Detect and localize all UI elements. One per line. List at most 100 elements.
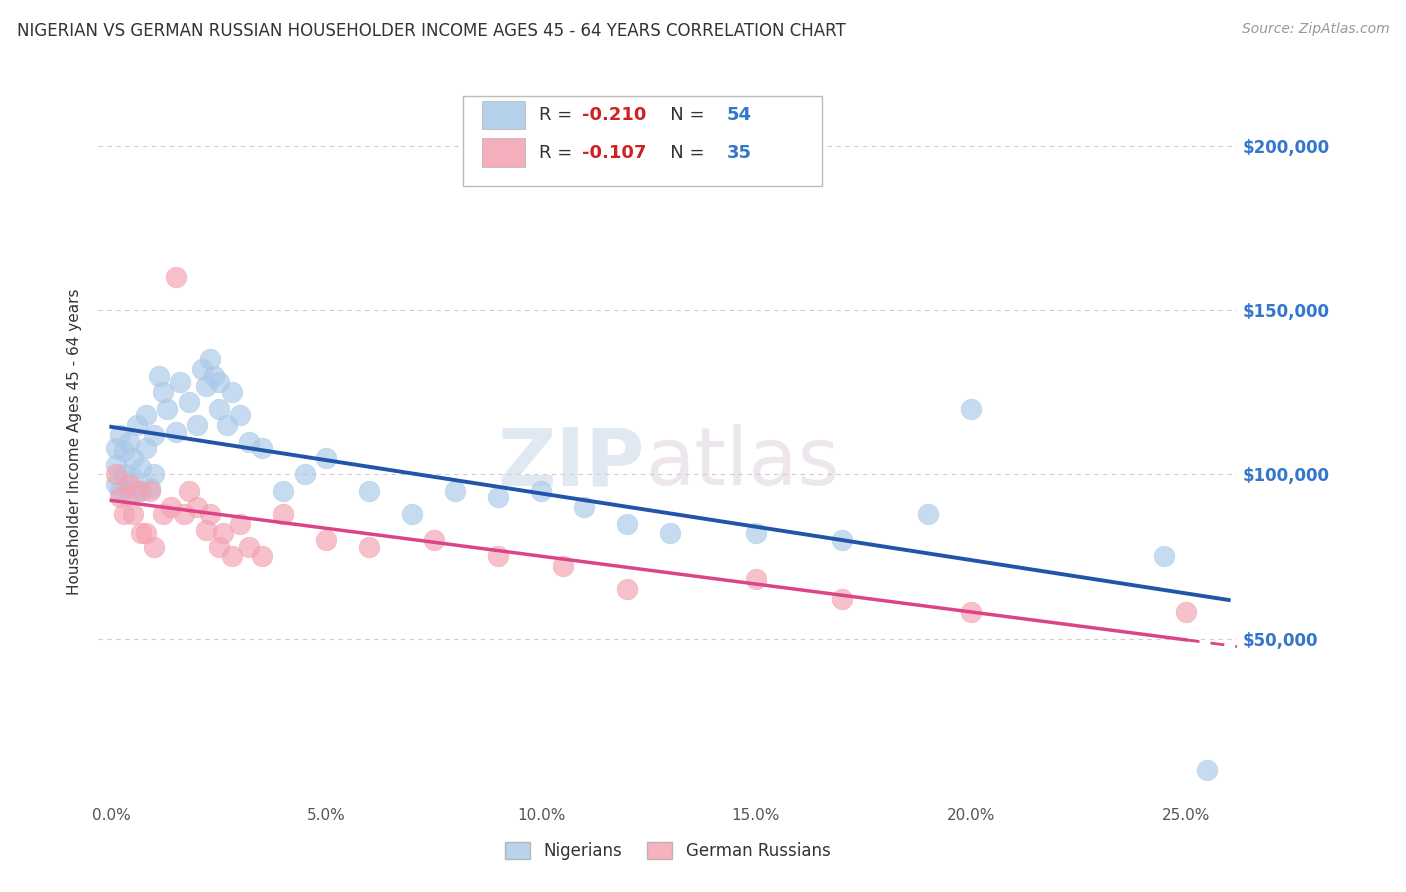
Point <box>221 549 243 564</box>
Point <box>104 441 127 455</box>
Point <box>143 428 166 442</box>
Point <box>401 507 423 521</box>
Point <box>177 483 200 498</box>
Point <box>198 352 221 367</box>
Point <box>359 540 381 554</box>
Point <box>831 533 853 547</box>
Point <box>148 368 170 383</box>
Point <box>131 483 153 498</box>
Point <box>121 450 143 465</box>
Point <box>616 516 638 531</box>
Point <box>238 540 260 554</box>
FancyBboxPatch shape <box>463 96 821 186</box>
Point <box>190 362 212 376</box>
Text: atlas: atlas <box>645 425 839 502</box>
Text: R =: R = <box>538 106 578 124</box>
Point <box>112 444 135 458</box>
Point <box>315 533 337 547</box>
Point <box>208 540 231 554</box>
Point <box>117 477 139 491</box>
Point <box>315 450 337 465</box>
Point <box>271 483 294 498</box>
Point <box>198 507 221 521</box>
Point <box>745 526 768 541</box>
Text: Source: ZipAtlas.com: Source: ZipAtlas.com <box>1241 22 1389 37</box>
Point <box>156 401 179 416</box>
Point <box>135 409 157 423</box>
Point <box>359 483 381 498</box>
Point <box>745 573 768 587</box>
Point <box>217 418 239 433</box>
Bar <box>482 138 526 167</box>
Text: 54: 54 <box>727 106 752 124</box>
Point <box>250 549 273 564</box>
Point <box>117 487 139 501</box>
Point <box>1174 605 1197 619</box>
Point <box>104 467 127 482</box>
Point <box>169 376 191 390</box>
Point <box>139 483 162 498</box>
Point <box>186 500 208 515</box>
Point <box>186 418 208 433</box>
Point <box>444 483 467 498</box>
Point <box>160 500 183 515</box>
Point <box>104 458 127 472</box>
Point <box>127 418 149 433</box>
Point <box>294 467 316 482</box>
Point <box>104 477 127 491</box>
Point <box>1153 549 1175 564</box>
Point <box>208 401 231 416</box>
Point <box>616 582 638 597</box>
Point <box>117 434 139 449</box>
Point <box>143 540 166 554</box>
Point <box>108 428 131 442</box>
Point <box>165 425 187 439</box>
Point <box>422 533 444 547</box>
Text: NIGERIAN VS GERMAN RUSSIAN HOUSEHOLDER INCOME AGES 45 - 64 YEARS CORRELATION CHA: NIGERIAN VS GERMAN RUSSIAN HOUSEHOLDER I… <box>17 22 845 40</box>
Text: R =: R = <box>538 144 578 161</box>
Point <box>659 526 682 541</box>
Point <box>135 526 157 541</box>
Point <box>194 523 217 537</box>
Text: N =: N = <box>652 144 710 161</box>
Point <box>530 483 553 498</box>
Point <box>121 471 143 485</box>
Point <box>229 516 252 531</box>
Point <box>229 409 252 423</box>
Point <box>238 434 260 449</box>
Point <box>135 441 157 455</box>
Point <box>959 401 981 416</box>
Point <box>139 481 162 495</box>
Point <box>572 500 595 515</box>
Point <box>108 483 131 498</box>
Bar <box>482 101 526 129</box>
Point <box>917 507 939 521</box>
Point <box>551 559 574 574</box>
Point <box>486 549 509 564</box>
Y-axis label: Householder Income Ages 45 - 64 years: Householder Income Ages 45 - 64 years <box>67 288 83 595</box>
Text: N =: N = <box>652 106 710 124</box>
Legend: Nigerians, German Russians: Nigerians, German Russians <box>499 835 837 867</box>
Point <box>121 507 143 521</box>
Text: -0.210: -0.210 <box>582 106 647 124</box>
Point <box>959 605 981 619</box>
Point <box>194 378 217 392</box>
Text: 35: 35 <box>727 144 752 161</box>
Point <box>1197 763 1219 777</box>
Point <box>250 441 273 455</box>
Point <box>131 460 153 475</box>
Point <box>204 368 226 383</box>
Point <box>152 507 174 521</box>
Point <box>112 467 135 482</box>
Point <box>127 483 149 498</box>
Point <box>208 376 231 390</box>
Point <box>143 467 166 482</box>
Point <box>108 491 131 505</box>
Point <box>271 507 294 521</box>
Text: -0.107: -0.107 <box>582 144 647 161</box>
Point <box>173 507 195 521</box>
Point <box>177 395 200 409</box>
Point <box>221 385 243 400</box>
Point <box>486 491 509 505</box>
Text: ZIP: ZIP <box>498 425 645 502</box>
